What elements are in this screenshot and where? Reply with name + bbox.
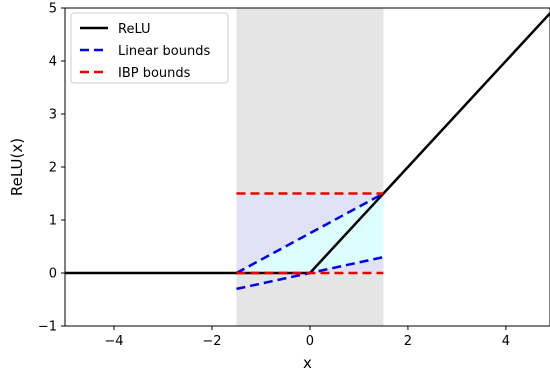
y-tick-label: 4 xyxy=(49,55,57,70)
y-tick-label: 2 xyxy=(49,161,57,176)
y-axis-label: ReLU(x) xyxy=(8,138,26,196)
x-tick-label: 2 xyxy=(404,334,412,349)
linear-bounds-region xyxy=(236,193,384,273)
legend: ReLU Linear bounds IBP bounds xyxy=(70,12,229,84)
y-tick-label: 0 xyxy=(49,267,57,282)
shaded-regions xyxy=(236,8,384,326)
x-tick-label: −4 xyxy=(104,334,123,349)
x-tick-label: −2 xyxy=(202,334,221,349)
legend-label-ibp-bounds: IBP bounds xyxy=(118,66,191,81)
legend-label-relu: ReLU xyxy=(118,22,151,37)
x-tick-label: 4 xyxy=(502,334,510,349)
y-tick-label: 3 xyxy=(49,108,57,123)
legend-frame xyxy=(70,12,229,84)
y-axis-ticks: −1 0 1 2 3 4 5 xyxy=(38,2,65,335)
legend-label-linear-bounds: Linear bounds xyxy=(118,44,210,59)
series-lines xyxy=(65,12,550,291)
y-tick-label: −1 xyxy=(38,320,57,335)
x-tick-label: 0 xyxy=(306,334,314,349)
x-axis-ticks: −4 −2 0 2 4 xyxy=(104,326,510,349)
input-interval-band xyxy=(236,8,384,326)
y-tick-label: 5 xyxy=(49,2,57,17)
y-tick-label: 1 xyxy=(49,214,57,229)
x-axis-label: x xyxy=(303,354,312,372)
